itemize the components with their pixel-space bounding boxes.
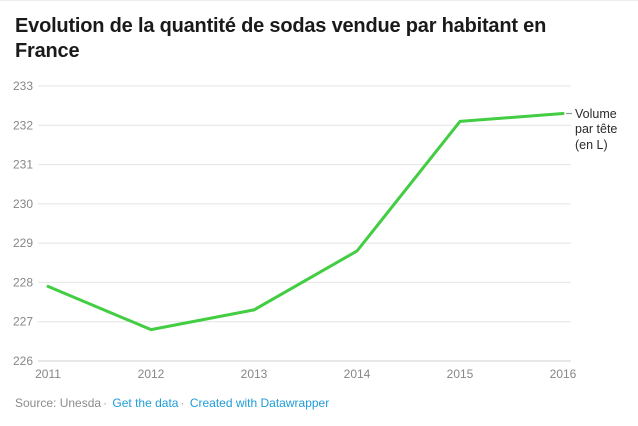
y-tick-label: 227 (13, 315, 33, 329)
x-tick-label: 2014 (344, 367, 371, 381)
x-tick-label: 2011 (35, 367, 61, 381)
x-tick-label: 2013 (241, 367, 268, 381)
source-label: Source: (15, 396, 57, 410)
x-tick-label: 2016 (550, 367, 577, 381)
page-title: Evolution de la quantité de sodas vendue… (15, 15, 547, 62)
y-tick-label: 228 (13, 275, 33, 289)
footer: Source: Unesda · Get the data · Created wi… (15, 396, 329, 410)
y-tick-label: 232 (13, 118, 33, 132)
y-tick-label: 229 (13, 236, 33, 250)
source-name: Unesda (59, 396, 102, 410)
y-tick-label: 233 (13, 79, 33, 93)
y-tick-label: 230 (13, 197, 33, 211)
x-tick-label: 2012 (138, 367, 165, 381)
y-tick-label: 231 (13, 158, 33, 172)
x-tick-label: 2015 (447, 367, 474, 381)
y-tick-label: 226 (13, 354, 33, 368)
footer-separator: · (103, 396, 108, 410)
datawrapper-credit-link[interactable]: Created with Datawrapper (189, 396, 330, 410)
data-line (46, 112, 565, 332)
series-label: Volume par tête (en L) (575, 106, 618, 152)
get-data-link[interactable]: Get the data (112, 396, 179, 410)
footer-separator: · (180, 396, 185, 410)
